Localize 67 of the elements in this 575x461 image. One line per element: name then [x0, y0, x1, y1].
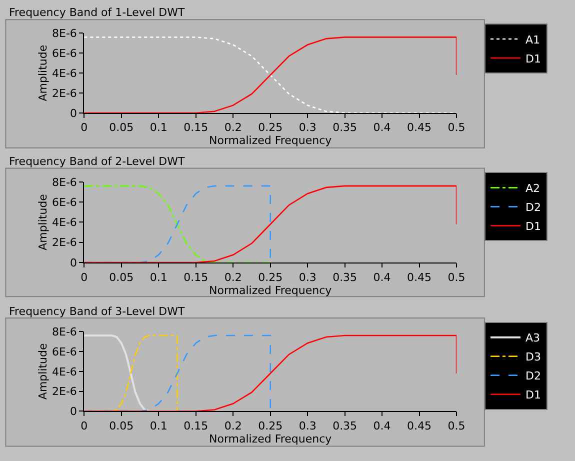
x-axis-title: Normalized Frequency [208, 284, 332, 297]
x-axis-title: Normalized Frequency [208, 432, 332, 446]
x-tick-label: 0.25 [258, 419, 283, 432]
x-tick-label: 0.2 [224, 419, 242, 432]
chart-title: Frequency Band of 1-Level DWT [9, 6, 186, 19]
y-tick-label: 8E-6 [52, 176, 77, 189]
x-tick-label: 0.4 [373, 270, 391, 284]
x-tick-label: 0.3 [298, 121, 316, 134]
x-tick-label: 0.15 [184, 270, 208, 284]
x-tick-label: 0.45 [407, 419, 432, 432]
y-tick-label: 0 [70, 256, 77, 270]
y-tick-label: 2E-6 [52, 86, 77, 100]
legend-label: A2 [526, 182, 540, 195]
legend-label: D1 [526, 220, 541, 233]
x-tick-label: 0.4 [373, 121, 391, 134]
x-tick-label: 0.3 [298, 419, 316, 432]
x-tick-label: 0.25 [258, 270, 283, 284]
y-tick-label: 0 [70, 405, 77, 418]
x-tick-label: 0.45 [407, 270, 432, 284]
legend-label: D3 [526, 350, 541, 364]
x-tick-label: 0.35 [332, 419, 358, 432]
y-axis-title: Amplitude [36, 194, 50, 250]
x-tick-label: 0.3 [298, 270, 316, 284]
y-axis-title: Amplitude [36, 44, 50, 102]
y-tick-label: 4E-6 [52, 365, 77, 378]
chart-title: Frequency Band of 2-Level DWT [9, 155, 186, 168]
x-tick-label: 0.2 [224, 270, 242, 284]
legend-label: D1 [526, 388, 541, 402]
x-tick-label: 0.25 [258, 121, 283, 134]
chart-title: Frequency Band of 3-Level DWT [9, 305, 186, 318]
x-axis-title: Normalized Frequency [208, 134, 332, 148]
x-tick-label: 0.15 [184, 419, 208, 432]
x-tick-label: 0.45 [407, 121, 432, 134]
y-tick-label: 4E-6 [52, 216, 77, 230]
x-tick-label: 0.35 [332, 121, 358, 134]
x-tick-label: 0.5 [448, 270, 466, 284]
y-tick-label: 2E-6 [52, 236, 77, 250]
x-tick-label: 0.2 [224, 121, 242, 134]
x-tick-label: 0.5 [448, 419, 466, 432]
x-tick-label: 0.05 [109, 419, 134, 432]
legend-label: D1 [526, 52, 541, 66]
legend-label: A1 [526, 33, 540, 46]
x-tick-label: 0.1 [150, 270, 168, 284]
y-tick-label: 4E-6 [52, 66, 77, 80]
x-tick-label: 0 [80, 270, 88, 284]
x-tick-label: 0.05 [109, 270, 134, 284]
x-tick-label: 0 [80, 419, 88, 432]
x-tick-label: 0.05 [109, 121, 134, 134]
y-tick-label: 2E-6 [52, 385, 77, 398]
legend-label: D2 [526, 370, 541, 383]
line-series [84, 185, 271, 263]
y-tick-label: 6E-6 [52, 46, 77, 60]
x-tick-label: 0.4 [373, 419, 391, 432]
y-tick-label: 8E-6 [52, 325, 77, 338]
legend-label: A3 [526, 332, 540, 345]
legend-label: D2 [526, 200, 541, 214]
x-tick-label: 0.15 [184, 121, 208, 134]
y-axis-title: Amplitude [36, 342, 50, 400]
y-tick-label: 6E-6 [52, 196, 77, 209]
x-tick-label: 0.5 [448, 121, 466, 134]
x-tick-label: 0.1 [150, 419, 168, 432]
y-tick-label: 8E-6 [52, 27, 77, 40]
y-tick-label: 0 [70, 106, 77, 120]
y-tick-label: 6E-6 [52, 345, 77, 358]
x-tick-label: 0.1 [150, 121, 168, 134]
x-tick-label: 0.35 [332, 270, 358, 284]
x-tick-label: 0 [80, 121, 88, 134]
